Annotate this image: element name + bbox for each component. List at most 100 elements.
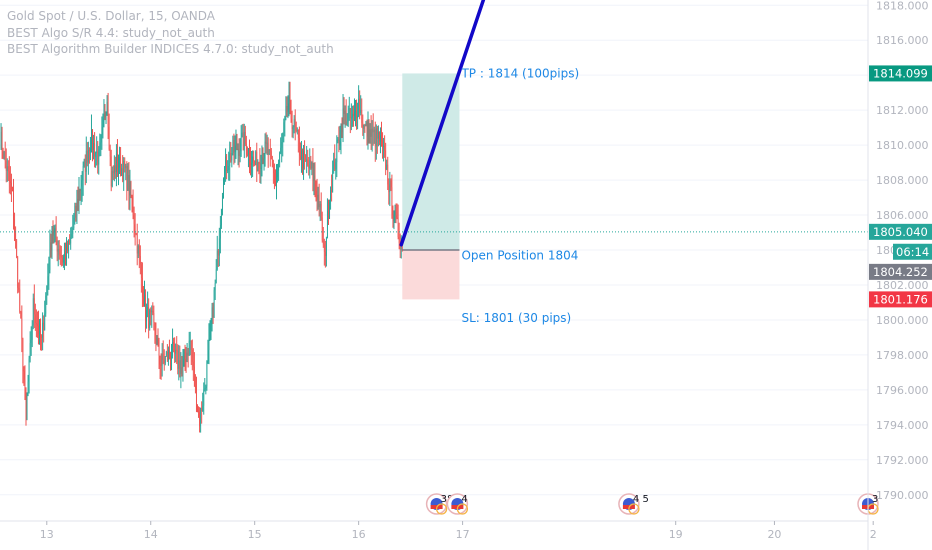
candle [331, 174, 333, 202]
candle [258, 161, 260, 175]
candle [334, 144, 336, 171]
candle [371, 120, 373, 152]
candle [0, 123, 2, 150]
candle [393, 210, 395, 230]
svg-text:1801.176: 1801.176 [873, 292, 928, 306]
candle [307, 149, 309, 167]
candle [155, 322, 157, 352]
candle [42, 312, 44, 351]
candle [384, 135, 386, 158]
candle [16, 238, 18, 259]
candle [4, 141, 6, 169]
candle [248, 139, 250, 174]
candle [80, 174, 82, 206]
candle [270, 148, 272, 160]
candle [253, 150, 255, 167]
candle [305, 154, 307, 162]
candle [184, 344, 186, 371]
candle [48, 256, 50, 290]
candle [165, 350, 167, 357]
candle [67, 240, 69, 254]
candle [124, 157, 126, 173]
candle [212, 302, 214, 324]
candle [97, 141, 99, 174]
time-axis[interactable]: 13 14 15 16 17 19 20 2 [0, 520, 877, 541]
candle [323, 238, 325, 266]
candle [35, 309, 37, 338]
candle [32, 293, 34, 330]
candle [136, 223, 138, 266]
candle [26, 392, 28, 421]
study-label-2[interactable]: BEST Algorithm Builder INDICES 4.7.0: st… [7, 42, 334, 56]
candle [176, 336, 178, 365]
candle [344, 105, 346, 128]
candle [324, 240, 326, 268]
candle [238, 138, 240, 168]
candle [222, 177, 224, 199]
candle [192, 348, 194, 381]
candle [73, 212, 75, 230]
study-label-1[interactable]: BEST Algo S/R 4.4: study_not_auth [7, 25, 215, 40]
candle [113, 155, 115, 182]
economic-event-icon[interactable]: 4 5 [618, 493, 649, 515]
price-axis[interactable]: 1790.000 1792.000 1794.000 1796.000 1798.000… [867, 0, 929, 550]
candle [129, 169, 131, 211]
candle [99, 133, 101, 157]
candle [396, 203, 398, 220]
candle [100, 134, 102, 157]
candle [125, 163, 127, 181]
candle [255, 150, 257, 166]
economic-event-icon[interactable]: 4 [446, 493, 469, 515]
candle [317, 186, 319, 210]
candle [373, 126, 375, 144]
symbol-title[interactable]: Gold Spot / U.S. Dollar, 15, OANDA [7, 9, 215, 23]
candle [234, 135, 236, 163]
svg-text:1814.099: 1814.099 [873, 66, 928, 80]
candle [264, 133, 266, 167]
candle [58, 240, 60, 260]
candle [227, 160, 229, 174]
candle [49, 229, 51, 274]
candle [304, 140, 306, 170]
candle [162, 340, 164, 365]
take-profit-label: TP : 1814 (100pips) [460, 66, 579, 80]
candle [322, 226, 324, 248]
candle [271, 155, 273, 168]
candle [194, 374, 196, 394]
candle [44, 300, 46, 331]
candle [101, 116, 103, 150]
candle [108, 113, 110, 151]
candle [131, 194, 133, 213]
candle [40, 318, 42, 351]
candle [379, 127, 381, 154]
candle [17, 255, 19, 294]
candle [72, 214, 74, 239]
candle [220, 208, 222, 229]
candle [256, 142, 258, 183]
candle [140, 261, 142, 293]
candle [138, 239, 140, 269]
svg-text:06:14: 06:14 [896, 245, 929, 259]
candle [115, 144, 117, 187]
candle [226, 153, 228, 180]
candle [345, 99, 347, 126]
candle [142, 285, 144, 307]
candle [349, 107, 351, 134]
candle [350, 103, 352, 131]
candle [294, 109, 296, 141]
candle [228, 151, 230, 181]
candle [252, 150, 254, 177]
trend-line[interactable] [399, 0, 486, 247]
candlestick-series [0, 81, 403, 433]
candle [132, 189, 134, 220]
candle [23, 366, 25, 386]
candle [139, 245, 141, 275]
candle [197, 404, 199, 413]
countdown-tag: 06:14 [893, 243, 932, 260]
stop-loss-zone[interactable] [402, 250, 460, 300]
candle [151, 305, 153, 328]
candle [272, 159, 274, 184]
candle [370, 115, 372, 150]
position-zones [402, 73, 460, 300]
